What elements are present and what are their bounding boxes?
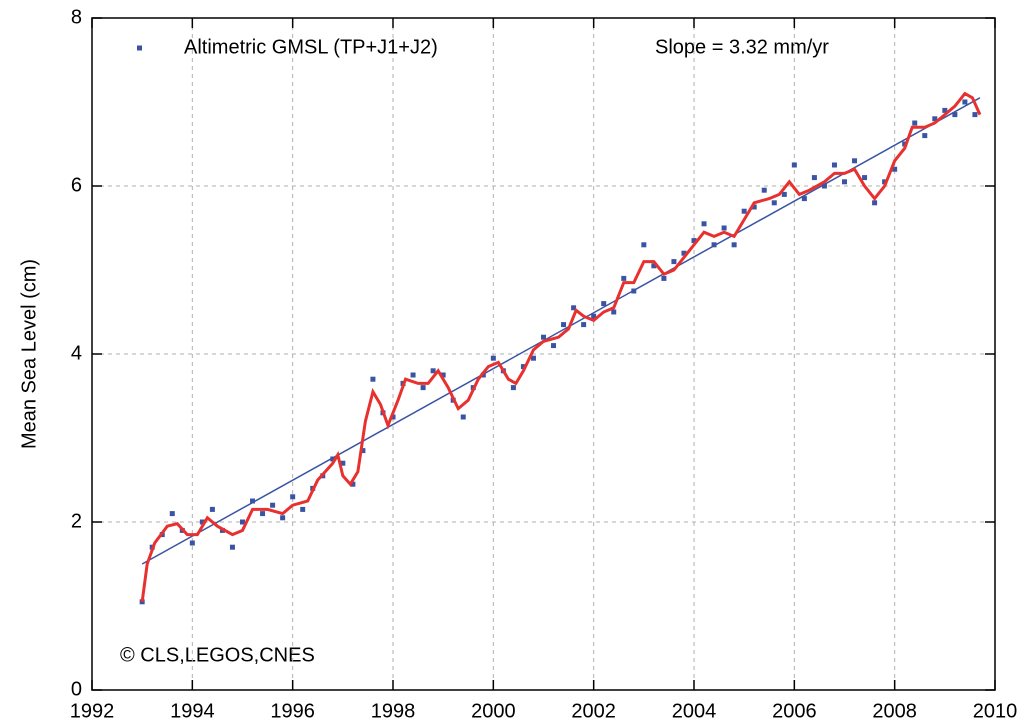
x-tick-label: 1992: [70, 700, 115, 722]
data-point: [601, 301, 607, 307]
data-point: [591, 313, 597, 319]
data-point: [199, 519, 205, 525]
data-point: [681, 250, 687, 256]
data-point: [581, 322, 587, 328]
data-point: [932, 116, 938, 122]
data-point: [611, 309, 617, 315]
data-point: [240, 519, 245, 525]
data-point: [852, 158, 858, 164]
data-point: [721, 225, 727, 231]
data-point: [430, 368, 436, 374]
y-tick-label: 6: [71, 174, 82, 196]
data-point: [420, 385, 426, 391]
y-tick-label: 8: [71, 6, 82, 28]
data-point: [661, 275, 667, 281]
data-point: [922, 133, 928, 139]
data-point: [751, 204, 757, 210]
data-point: [290, 494, 296, 500]
data-point: [731, 242, 737, 248]
trend-line: [141, 97, 981, 565]
data-point: [390, 414, 396, 420]
data-point: [641, 242, 647, 248]
data-point: [350, 481, 356, 487]
data-point: [209, 506, 215, 512]
data-point: [440, 372, 446, 378]
legend-label: Altimetric GMSL (TP+J1+J2): [184, 36, 438, 58]
data-point: [791, 162, 797, 168]
data-point: [821, 183, 827, 189]
data-point: [340, 460, 346, 466]
data-point: [410, 372, 416, 378]
data-point: [510, 385, 516, 391]
slope-annotation: Slope = 3.32 mm/yr: [655, 36, 829, 58]
data-point: [781, 191, 787, 197]
data-point: [862, 175, 868, 181]
x-tick-label: 2008: [872, 700, 917, 722]
copyright-annotation: © CLS,LEGOS,CNES: [120, 644, 315, 666]
data-point: [892, 166, 898, 172]
x-tick-label: 2000: [471, 700, 516, 722]
data-point: [801, 196, 807, 202]
data-point: [490, 355, 496, 361]
data-point: [571, 305, 577, 311]
data-point: [621, 275, 627, 281]
data-point: [701, 221, 707, 227]
x-tick-label: 2002: [571, 700, 616, 722]
data-point: [460, 414, 466, 420]
legend-marker: [137, 45, 142, 51]
data-point: [811, 175, 817, 181]
x-tick-label: 1998: [371, 700, 416, 722]
x-tick-label: 2004: [672, 700, 717, 722]
plot-frame: [91, 17, 996, 691]
data-point: [260, 511, 266, 517]
data-point: [872, 200, 878, 206]
data-point: [530, 355, 536, 361]
data-point: [761, 187, 767, 193]
data-point: [711, 242, 717, 248]
x-tick-label: 2010: [973, 700, 1018, 722]
data-point: [842, 179, 847, 185]
data-point: [189, 540, 195, 546]
x-tick-label: 2006: [772, 700, 817, 722]
data-point: [300, 506, 306, 512]
data-point: [671, 259, 677, 265]
data-point: [831, 162, 837, 168]
data-point: [942, 107, 948, 113]
x-tick-label: 1994: [170, 700, 215, 722]
data-point: [280, 515, 286, 521]
y-tick-label: 0: [71, 678, 82, 700]
data-point: [952, 112, 958, 118]
data-point: [962, 99, 968, 105]
smoothed-line: [140, 91, 982, 602]
y-axis-label: Mean Sea Level (cm): [18, 259, 40, 449]
data-point: [541, 334, 546, 340]
data-point: [651, 263, 657, 269]
data-point: [691, 238, 697, 244]
data-point: [250, 498, 256, 504]
data-point: [270, 502, 276, 508]
data-point: [229, 544, 235, 550]
y-tick-label: 4: [71, 342, 82, 364]
data-point: [520, 364, 526, 370]
data-point: [741, 208, 747, 214]
data-point: [972, 112, 978, 118]
x-tick-label: 1996: [270, 700, 315, 722]
data-point: [912, 120, 918, 126]
data-point: [771, 200, 777, 206]
data-point: [551, 343, 557, 349]
y-tick-label: 2: [71, 510, 82, 532]
data-point: [169, 511, 175, 517]
data-point: [360, 448, 366, 454]
data-point: [330, 456, 336, 462]
data-point: [561, 322, 567, 328]
data-point: [882, 179, 888, 185]
data-point: [370, 376, 376, 382]
